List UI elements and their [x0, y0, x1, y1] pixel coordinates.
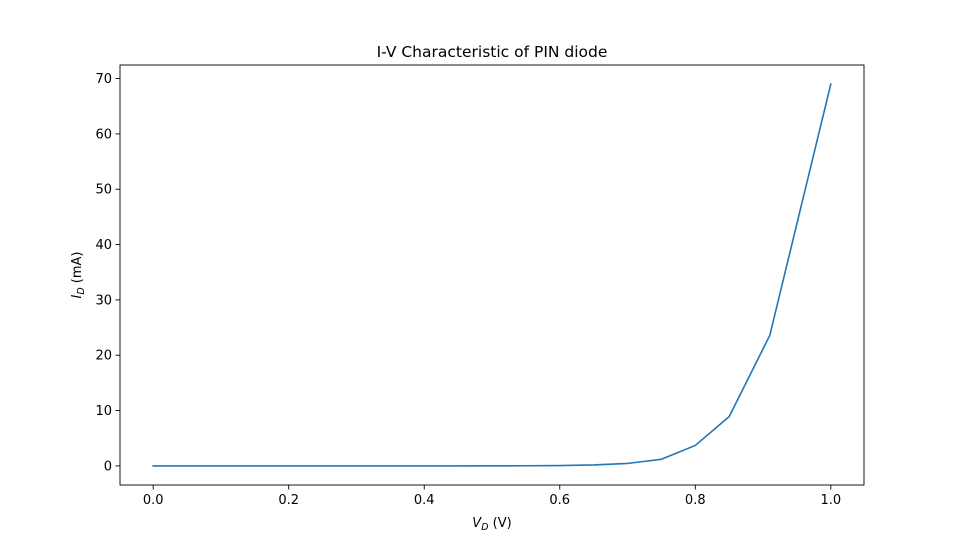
x-tick-label: 0.2	[278, 493, 299, 508]
y-tick-label: 0	[104, 459, 112, 474]
series-line-0	[152, 83, 832, 467]
y-axis-label: ID (mA)	[70, 251, 87, 298]
x-tick-label: 0.6	[549, 493, 570, 508]
y-tick-label: 70	[95, 72, 112, 87]
y-axis-label-suffix: (mA)	[70, 251, 85, 287]
x-tick-label: 0.0	[143, 493, 164, 508]
x-tick-label: 0.8	[685, 493, 706, 508]
y-tick-label: 10	[95, 404, 112, 419]
y-tick-label: 30	[95, 293, 112, 308]
y-tick-label: 50	[95, 183, 112, 198]
y-axis-label-main: I	[70, 295, 85, 299]
x-tick-label: 1.0	[820, 493, 841, 508]
x-axis-label-sub: D	[481, 522, 488, 533]
chart-title: I-V Characteristic of PIN diode	[377, 43, 608, 61]
y-tick-label: 40	[95, 238, 112, 253]
x-axis-label-suffix: (V)	[489, 516, 512, 531]
axes-frame	[119, 64, 865, 486]
x-tick-label: 0.4	[414, 493, 435, 508]
y-tick-label: 20	[95, 349, 112, 364]
y-axis-label-sub: D	[76, 287, 87, 294]
plot-area: 0.0 0.2 0.4 0.6 0.8 1.0 0 10 20 30 40 50 60 70	[95, 64, 865, 508]
x-axis-label-main: V	[472, 516, 482, 531]
y-tick-label: 60	[95, 127, 112, 142]
x-axis-label: VD (V)	[472, 516, 511, 533]
